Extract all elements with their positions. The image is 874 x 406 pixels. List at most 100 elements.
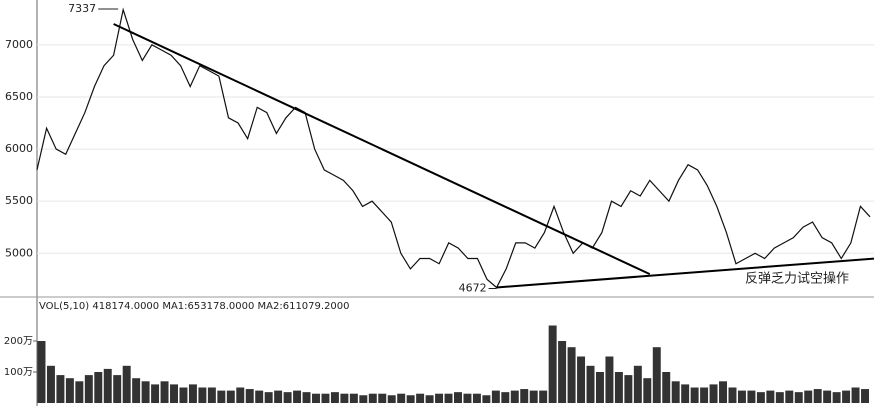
volume-bar (340, 393, 349, 403)
volume-bar (207, 387, 216, 403)
volume-bar (652, 347, 661, 403)
volume-bar (681, 384, 690, 403)
volume-bar (595, 372, 604, 403)
volume-bar (255, 390, 264, 403)
volume-bar (491, 390, 500, 403)
volume-bar (406, 395, 415, 403)
volume-bar (567, 347, 576, 403)
volume-bar (747, 390, 756, 403)
volume-bar (56, 375, 65, 403)
volume-bar (728, 387, 737, 403)
volume-bar (794, 392, 803, 403)
volume-bar (359, 395, 368, 403)
volume-bar (198, 387, 207, 403)
volume-bar (151, 384, 160, 403)
volume-bar (842, 390, 851, 403)
volume-bar (529, 390, 538, 403)
volume-bar (170, 384, 178, 403)
volume-bar (330, 392, 339, 403)
volume-bar (312, 393, 320, 403)
volume-bar (861, 389, 869, 403)
volume-bar (378, 393, 387, 403)
y-tick-label: 7000 (5, 38, 33, 51)
volume-bar (84, 375, 93, 403)
volume-bar (662, 372, 671, 403)
volume-bar (132, 378, 141, 403)
volume-bar (321, 393, 330, 403)
volume-bar (397, 393, 406, 403)
volume-bar (558, 341, 567, 403)
volume-bar (719, 381, 728, 403)
price-line (36, 7, 871, 289)
volume-bar (454, 392, 462, 403)
volume-bar (605, 356, 614, 403)
volume-bar (586, 365, 595, 403)
volume-bar (775, 392, 784, 403)
volume-bar (624, 375, 633, 403)
volume-bar (425, 395, 434, 403)
volume-bar (444, 393, 453, 403)
y-tick-label: 6000 (5, 142, 33, 155)
volume-bar (785, 390, 794, 403)
volume-bar (274, 390, 283, 403)
volume-bar (520, 389, 529, 403)
volume-bar (472, 393, 481, 403)
y-tick-label: 100万 (4, 367, 33, 378)
volume-bar (236, 387, 245, 403)
y-tick-label: 200万 (4, 336, 33, 347)
volume-bar (75, 381, 84, 403)
volume-bar (633, 365, 642, 403)
volume-bar (368, 393, 377, 403)
volume-bar (293, 390, 302, 403)
volume-bar (832, 392, 841, 403)
volume-bar (302, 392, 311, 403)
volume-bar (709, 384, 718, 403)
volume-bar (671, 381, 680, 403)
volume-bar (37, 341, 46, 403)
volume-bar (501, 392, 510, 403)
volume-legend: VOL(5,10) 418174.0000 MA1:653178.0000 MA… (39, 301, 350, 312)
volume-bar (46, 365, 55, 403)
high-label: 7337 (68, 2, 96, 15)
volume-bar (226, 390, 235, 403)
volume-bar (141, 381, 150, 403)
volume-bar (387, 395, 396, 403)
low-label: 4672 (459, 281, 487, 294)
volume-bar (349, 393, 358, 403)
volume-bar (614, 372, 623, 403)
y-tick-label: 6500 (5, 90, 33, 103)
volume-bar (804, 390, 813, 403)
volume-bar (122, 365, 131, 403)
volume-bar (756, 392, 765, 403)
volume-bar (690, 387, 699, 403)
volume-bar (160, 381, 169, 403)
volume-bar (94, 372, 103, 403)
volume-bar (416, 393, 425, 403)
trend-line (113, 23, 651, 276)
volume-bar (463, 393, 472, 403)
volume-bar (823, 390, 832, 403)
volume-bar (643, 378, 652, 403)
volume-bar (113, 375, 122, 403)
volume-bar (245, 389, 254, 403)
volume-bar (179, 387, 188, 403)
volume-bar (217, 390, 226, 403)
y-tick-label: 5000 (5, 246, 33, 259)
volume-bar (103, 368, 112, 403)
volume-bar (813, 389, 822, 403)
volume-bar (700, 387, 709, 403)
trend-line (496, 257, 874, 289)
volume-bar (283, 392, 292, 403)
volume-bar (264, 392, 273, 403)
volume-bar (510, 390, 519, 403)
volume-bar (435, 393, 444, 403)
volume-bar (65, 378, 74, 403)
volume-bar (548, 325, 557, 403)
volume-bar (188, 384, 197, 403)
volume-bar (539, 390, 548, 403)
annotation: 反弹乏力试空操作 (745, 271, 849, 287)
volume-bar (766, 390, 775, 403)
volume-bar (482, 395, 491, 403)
y-tick-label: 5500 (5, 194, 33, 207)
